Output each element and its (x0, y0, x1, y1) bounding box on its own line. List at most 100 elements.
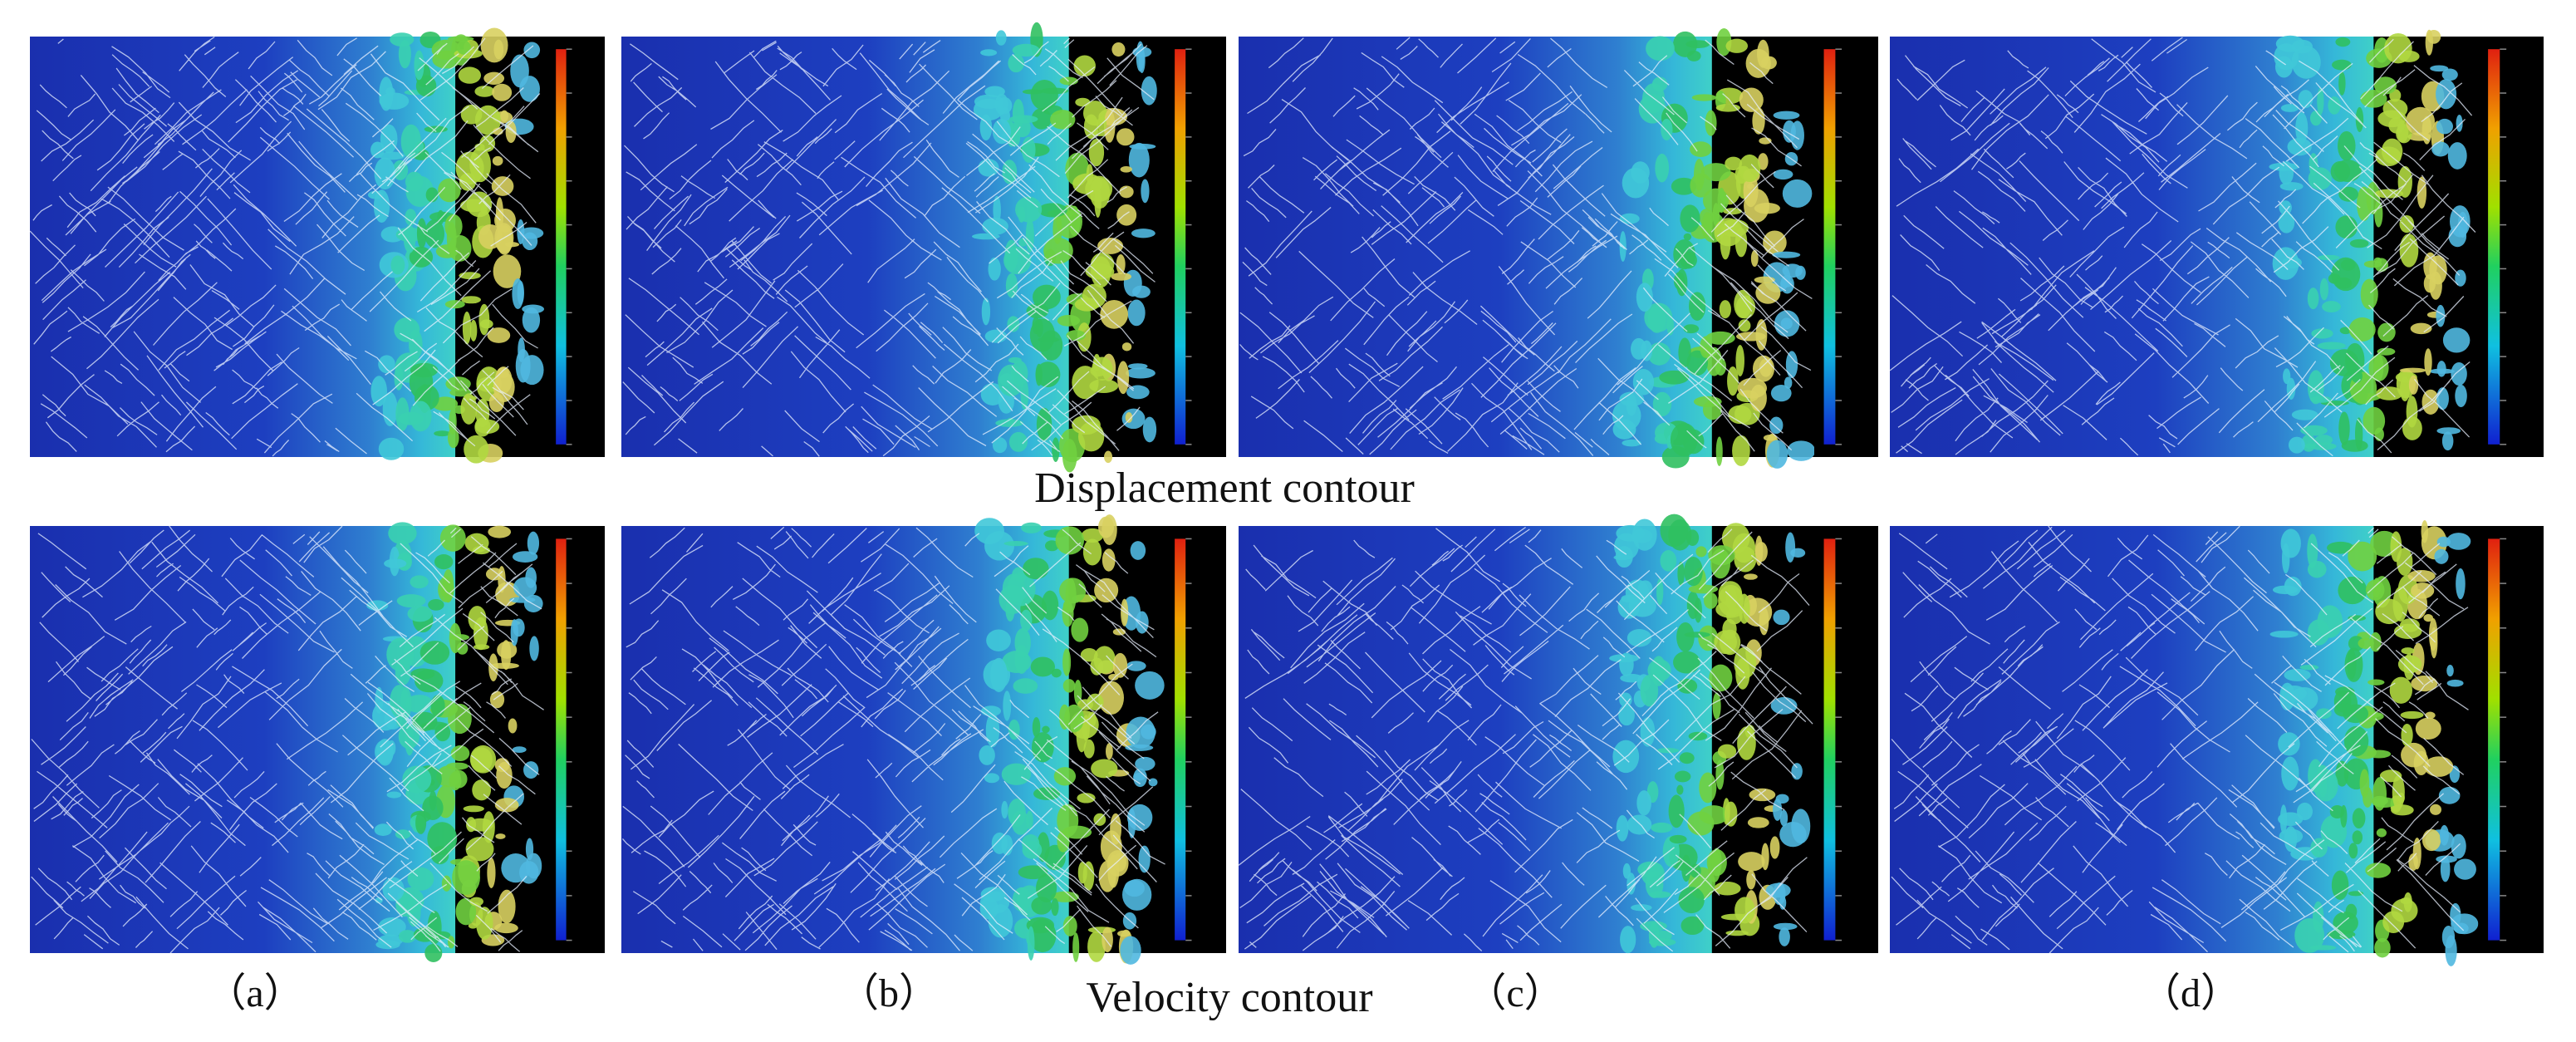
fragment (2436, 304, 2446, 327)
fragment (2457, 211, 2468, 238)
fragment (431, 39, 461, 61)
fragment (405, 209, 417, 226)
fragment (2349, 238, 2369, 248)
fragment (430, 846, 449, 865)
fragment (2284, 576, 2302, 597)
fragment (1020, 609, 1033, 632)
fragment (1130, 541, 1146, 560)
fragment (1766, 440, 1788, 469)
fragment (2428, 368, 2455, 374)
fragment (1005, 597, 1015, 622)
fragment (1699, 805, 1729, 825)
fragment (1754, 276, 1775, 283)
fragment (1051, 897, 1059, 917)
fragment (1647, 304, 1666, 333)
fragment (1013, 118, 1031, 138)
fragment (1631, 337, 1647, 360)
fragment (2436, 427, 2461, 435)
fragment (2365, 579, 2385, 601)
fragment (2446, 533, 2471, 550)
fragment (2354, 417, 2363, 451)
fragment (472, 779, 492, 801)
fragment (2338, 71, 2346, 96)
fragment (427, 822, 458, 855)
fragment (1082, 538, 1102, 566)
fragment (1631, 904, 1652, 912)
fragment (1116, 930, 1131, 937)
panels (29, 22, 2544, 966)
fragment (449, 769, 468, 789)
fragment (474, 86, 495, 97)
fragment (991, 832, 1008, 854)
fragment (1725, 930, 1749, 936)
panel (30, 522, 605, 962)
fragment (992, 437, 1008, 454)
fragment (1774, 310, 1800, 337)
fragment (2431, 141, 2450, 157)
fragment (2294, 917, 2325, 953)
fragment (1072, 415, 1101, 435)
fragment (1059, 578, 1087, 604)
fragment (1616, 815, 1629, 842)
fragment (1715, 436, 1723, 467)
fragment (1111, 42, 1126, 57)
fragment (527, 531, 540, 555)
fragment (1116, 204, 1137, 226)
fragment (2440, 856, 2451, 882)
fragment (1133, 768, 1147, 788)
fragment (2442, 327, 2471, 353)
fragment (2399, 214, 2415, 233)
fragment (1619, 692, 1632, 707)
fragment (438, 178, 461, 203)
cracks (1238, 526, 1813, 952)
fragment (398, 930, 417, 943)
fragment (1100, 299, 1129, 329)
fragment (2357, 186, 2372, 222)
fragment (1008, 115, 1038, 124)
fragment (510, 619, 518, 646)
colorbar (2488, 49, 2500, 445)
fragment (1735, 295, 1756, 319)
colorbar (1175, 49, 1186, 445)
fragment (384, 558, 407, 568)
fragment (1659, 370, 1689, 385)
fragment (1141, 179, 1150, 204)
fragment (2399, 233, 2419, 268)
fragment (2377, 110, 2407, 128)
fragment (979, 897, 999, 920)
fragment (980, 383, 1005, 405)
fragment (1773, 111, 1800, 120)
fragment (1004, 239, 1018, 272)
fragment (1126, 661, 1146, 671)
fragment (1684, 556, 1703, 587)
fragment (1668, 519, 1692, 551)
fragment (495, 833, 506, 839)
fragment (1031, 108, 1052, 130)
fragment (2376, 386, 2403, 401)
fragment (1632, 369, 1655, 396)
fragment (986, 629, 1011, 651)
fragment (1127, 808, 1136, 838)
fragment (1684, 632, 1710, 638)
fragment (1724, 801, 1738, 827)
fragment (456, 641, 469, 655)
fragment (396, 594, 426, 608)
fragment (2410, 322, 2432, 335)
fragment (529, 636, 539, 661)
fragment (1018, 865, 1048, 880)
fragment (2279, 200, 2292, 215)
fragment (470, 747, 493, 773)
fragment (1739, 154, 1761, 182)
fragment (990, 657, 1008, 693)
fragment (1062, 648, 1072, 676)
fragment (2374, 937, 2391, 958)
fragment (1705, 110, 1717, 136)
fragment (1679, 752, 1695, 764)
fragment (2401, 723, 2413, 747)
fragment (1055, 526, 1085, 555)
fragment (1715, 759, 1725, 790)
fragment (1763, 434, 1777, 441)
fragment (450, 745, 470, 762)
fragment (2317, 342, 2346, 350)
fragment (1651, 822, 1673, 833)
